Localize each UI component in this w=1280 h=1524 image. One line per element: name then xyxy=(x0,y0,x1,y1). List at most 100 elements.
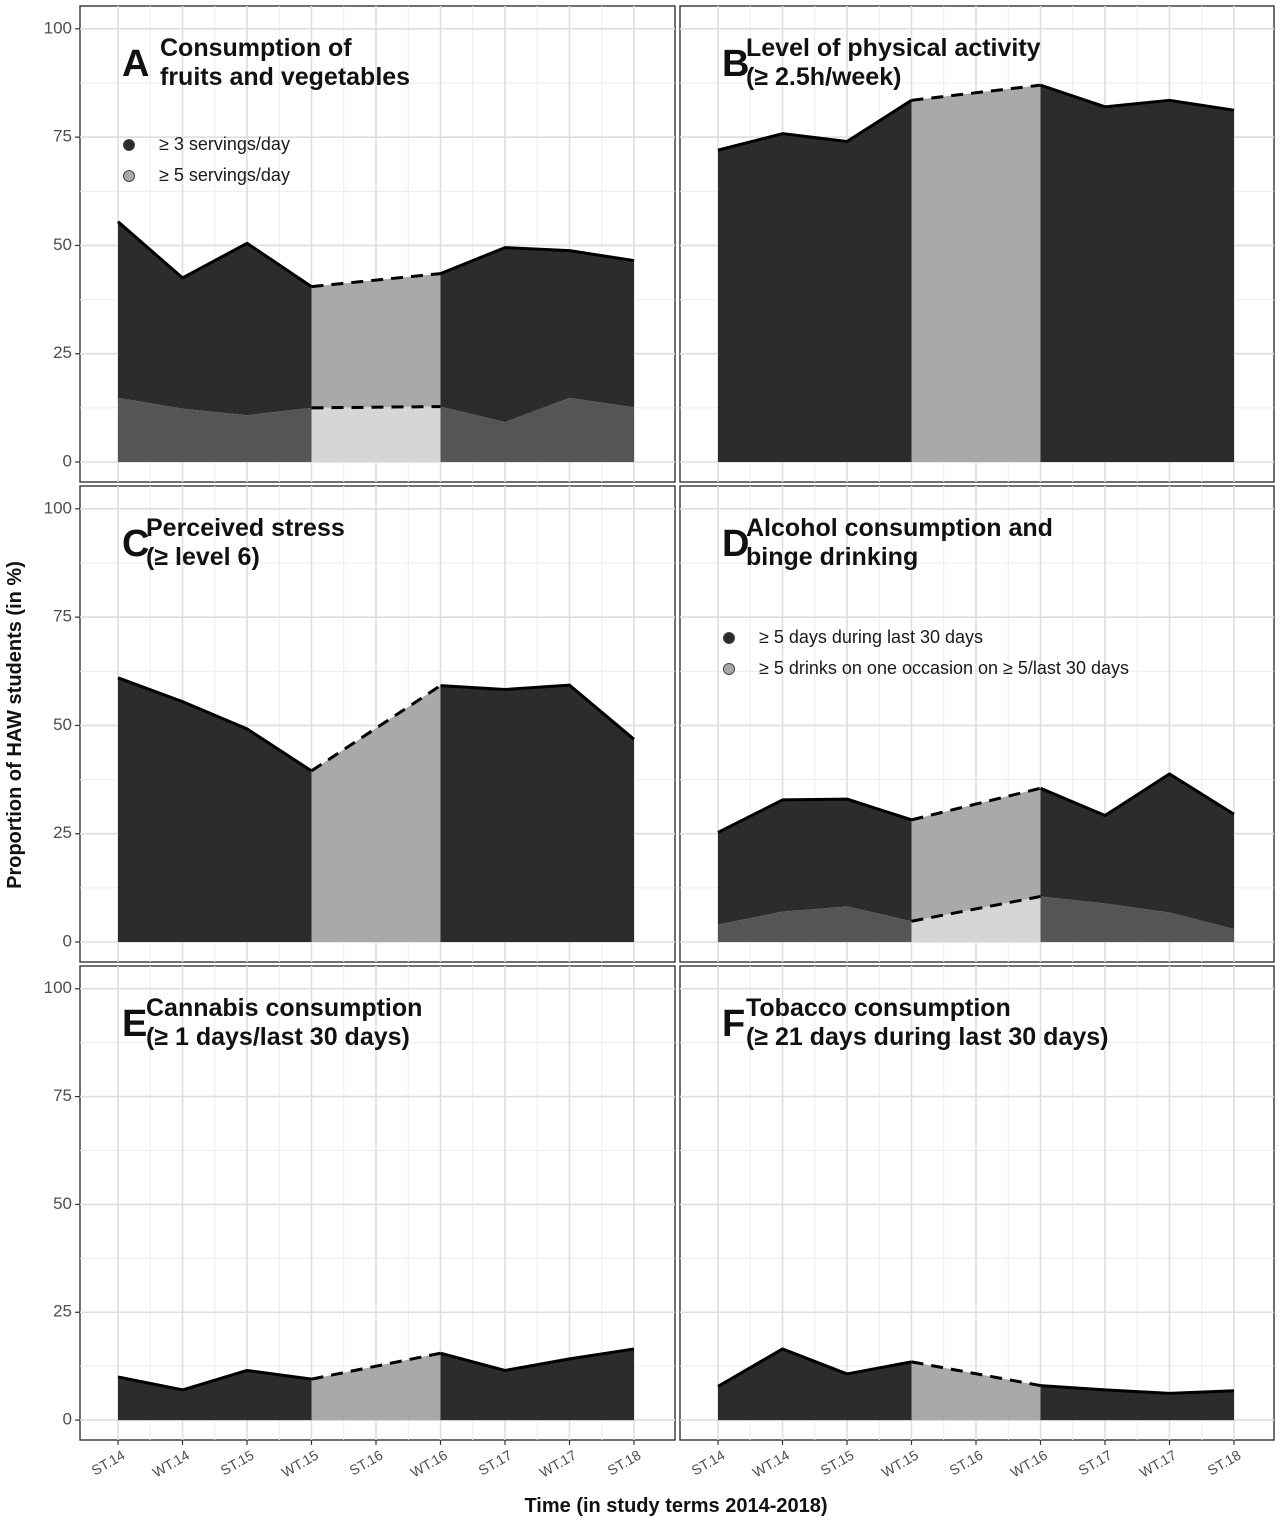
y-tick-label: 50 xyxy=(53,1194,72,1213)
x-tick-label: WT.15 xyxy=(279,1447,322,1481)
series-line xyxy=(117,220,313,288)
series-line xyxy=(440,683,635,741)
series-line-gap-dashed xyxy=(911,83,1041,102)
area-before-gap xyxy=(718,1348,912,1421)
panel-title-line: binge drinking xyxy=(746,543,918,571)
panel-title-line: Tobacco consumption xyxy=(746,994,1011,1022)
series-line xyxy=(1040,83,1235,112)
area-before-gap xyxy=(718,100,912,463)
area-gap xyxy=(311,685,441,943)
panel-e: 0 25 50 75 100 ST.14 WT.14 ST.15 WT.15 ST.16 WT.16… xyxy=(44,965,676,1481)
area-gap xyxy=(911,896,1041,943)
area-gap xyxy=(911,85,1041,463)
panel-title-line: (≥ 2.5h/week) xyxy=(746,63,901,91)
panel-title-line: Consumption of xyxy=(160,34,352,62)
area-after-gap xyxy=(1040,85,1234,463)
series-line xyxy=(717,99,913,152)
area-after-gap xyxy=(1040,773,1234,930)
series-line-gap-dashed xyxy=(311,272,441,289)
x-tick-label: ST.18 xyxy=(1204,1447,1243,1479)
y-tick-label: 100 xyxy=(44,498,72,517)
panel-title-line: (≥ level 6) xyxy=(146,543,260,571)
y-tick-label: 0 xyxy=(63,1410,72,1429)
legend-marker xyxy=(123,170,135,182)
panel-letter: F xyxy=(722,1003,745,1045)
x-tick-label: ST.18 xyxy=(604,1447,643,1479)
area-gap xyxy=(311,273,441,408)
legend-label: ≥ 5 days during last 30 days xyxy=(759,627,983,647)
y-tick-label: 50 xyxy=(53,715,72,734)
area-after-gap xyxy=(440,247,634,423)
y-tick-label: 100 xyxy=(44,978,72,997)
y-tick-label: 25 xyxy=(53,1302,72,1321)
y-axis-title: Proportion of HAW students (in %) xyxy=(4,561,26,889)
area-after-gap xyxy=(1040,896,1234,943)
legend-marker xyxy=(723,663,735,675)
y-tick-label: 25 xyxy=(53,823,72,842)
panel-letter: C xyxy=(122,523,149,565)
panel-f: ST.14 WT.14 ST.15 WT.15 ST.16 WT.16 ST.17 WT.17… xyxy=(679,965,1275,1481)
series-line-gap-dashed xyxy=(911,895,1041,923)
panel-letter: E xyxy=(122,1003,147,1045)
panel-letter: B xyxy=(722,43,749,85)
series-line-gap-dashed xyxy=(311,1351,441,1381)
series-line-gap-dashed xyxy=(911,1360,1041,1388)
y-tick-label: 100 xyxy=(44,18,72,37)
series-line-gap-dashed xyxy=(310,684,442,773)
y-tick-label: 75 xyxy=(53,607,72,626)
x-tick-label: WT.17 xyxy=(537,1447,580,1481)
x-tick-label: ST.16 xyxy=(346,1447,385,1479)
series-line xyxy=(439,246,635,275)
legend-label: ≥ 5 servings/day xyxy=(159,165,290,185)
legend-label: ≥ 3 servings/day xyxy=(159,134,290,154)
panel-letter: D xyxy=(722,523,749,565)
series-line xyxy=(440,1347,635,1372)
panel-a: 0 25 50 75 100 A Consumption of fruits and veg… xyxy=(44,5,676,483)
series-line xyxy=(717,1347,912,1388)
area-before-gap xyxy=(118,221,312,416)
series-line xyxy=(117,1368,312,1392)
panel-title-line: Perceived stress xyxy=(146,514,345,542)
area-before-gap xyxy=(118,677,312,943)
x-tick-label: ST.17 xyxy=(1075,1447,1114,1479)
legend-label: ≥ 5 drinks on one occasion on ≥ 5/last 3… xyxy=(759,658,1129,678)
y-tick-label: 0 xyxy=(63,451,72,470)
y-tick-label: 75 xyxy=(53,1086,72,1105)
x-axis-title: Time (in study terms 2014-2018) xyxy=(524,1495,827,1517)
panel-title-line: fruits and vegetables xyxy=(160,63,410,91)
x-tick-label: WT.17 xyxy=(1137,1447,1180,1481)
panel-title-line: Alcohol consumption and xyxy=(746,514,1053,542)
area-before-gap xyxy=(718,799,912,925)
area-gap xyxy=(911,1361,1041,1421)
series-line xyxy=(717,797,912,834)
panel-title-line: (≥ 1 days/last 30 days) xyxy=(146,1023,410,1051)
x-tick-label: ST.16 xyxy=(946,1447,985,1479)
x-tick-label: ST.17 xyxy=(475,1447,514,1479)
legend-marker xyxy=(723,632,735,644)
series-line-gap-dashed xyxy=(911,786,1041,822)
x-tick-label: WT.16 xyxy=(408,1447,451,1481)
series-line xyxy=(1040,1384,1235,1395)
panel-title-line: Cannabis consumption xyxy=(146,994,422,1022)
area-before-gap xyxy=(118,1370,312,1421)
area-gap xyxy=(911,788,1041,922)
x-tick-label: WT.15 xyxy=(879,1447,922,1481)
legend-marker xyxy=(123,139,135,151)
y-tick-label: 50 xyxy=(53,235,72,254)
area-before-gap xyxy=(718,906,912,943)
x-tick-label: ST.15 xyxy=(817,1447,856,1479)
panel-title-line: Level of physical activity xyxy=(746,34,1041,62)
x-tick-label: WT.14 xyxy=(750,1447,793,1481)
area-after-gap xyxy=(1040,1385,1234,1421)
y-tick-label: 25 xyxy=(53,343,72,362)
y-tick-label: 75 xyxy=(53,127,72,146)
x-tick-label: WT.16 xyxy=(1008,1447,1051,1481)
x-tick-label: ST.14 xyxy=(688,1447,727,1479)
y-tick-label: 0 xyxy=(63,931,72,950)
area-gap xyxy=(311,406,441,463)
panel-letter: A xyxy=(122,43,149,85)
